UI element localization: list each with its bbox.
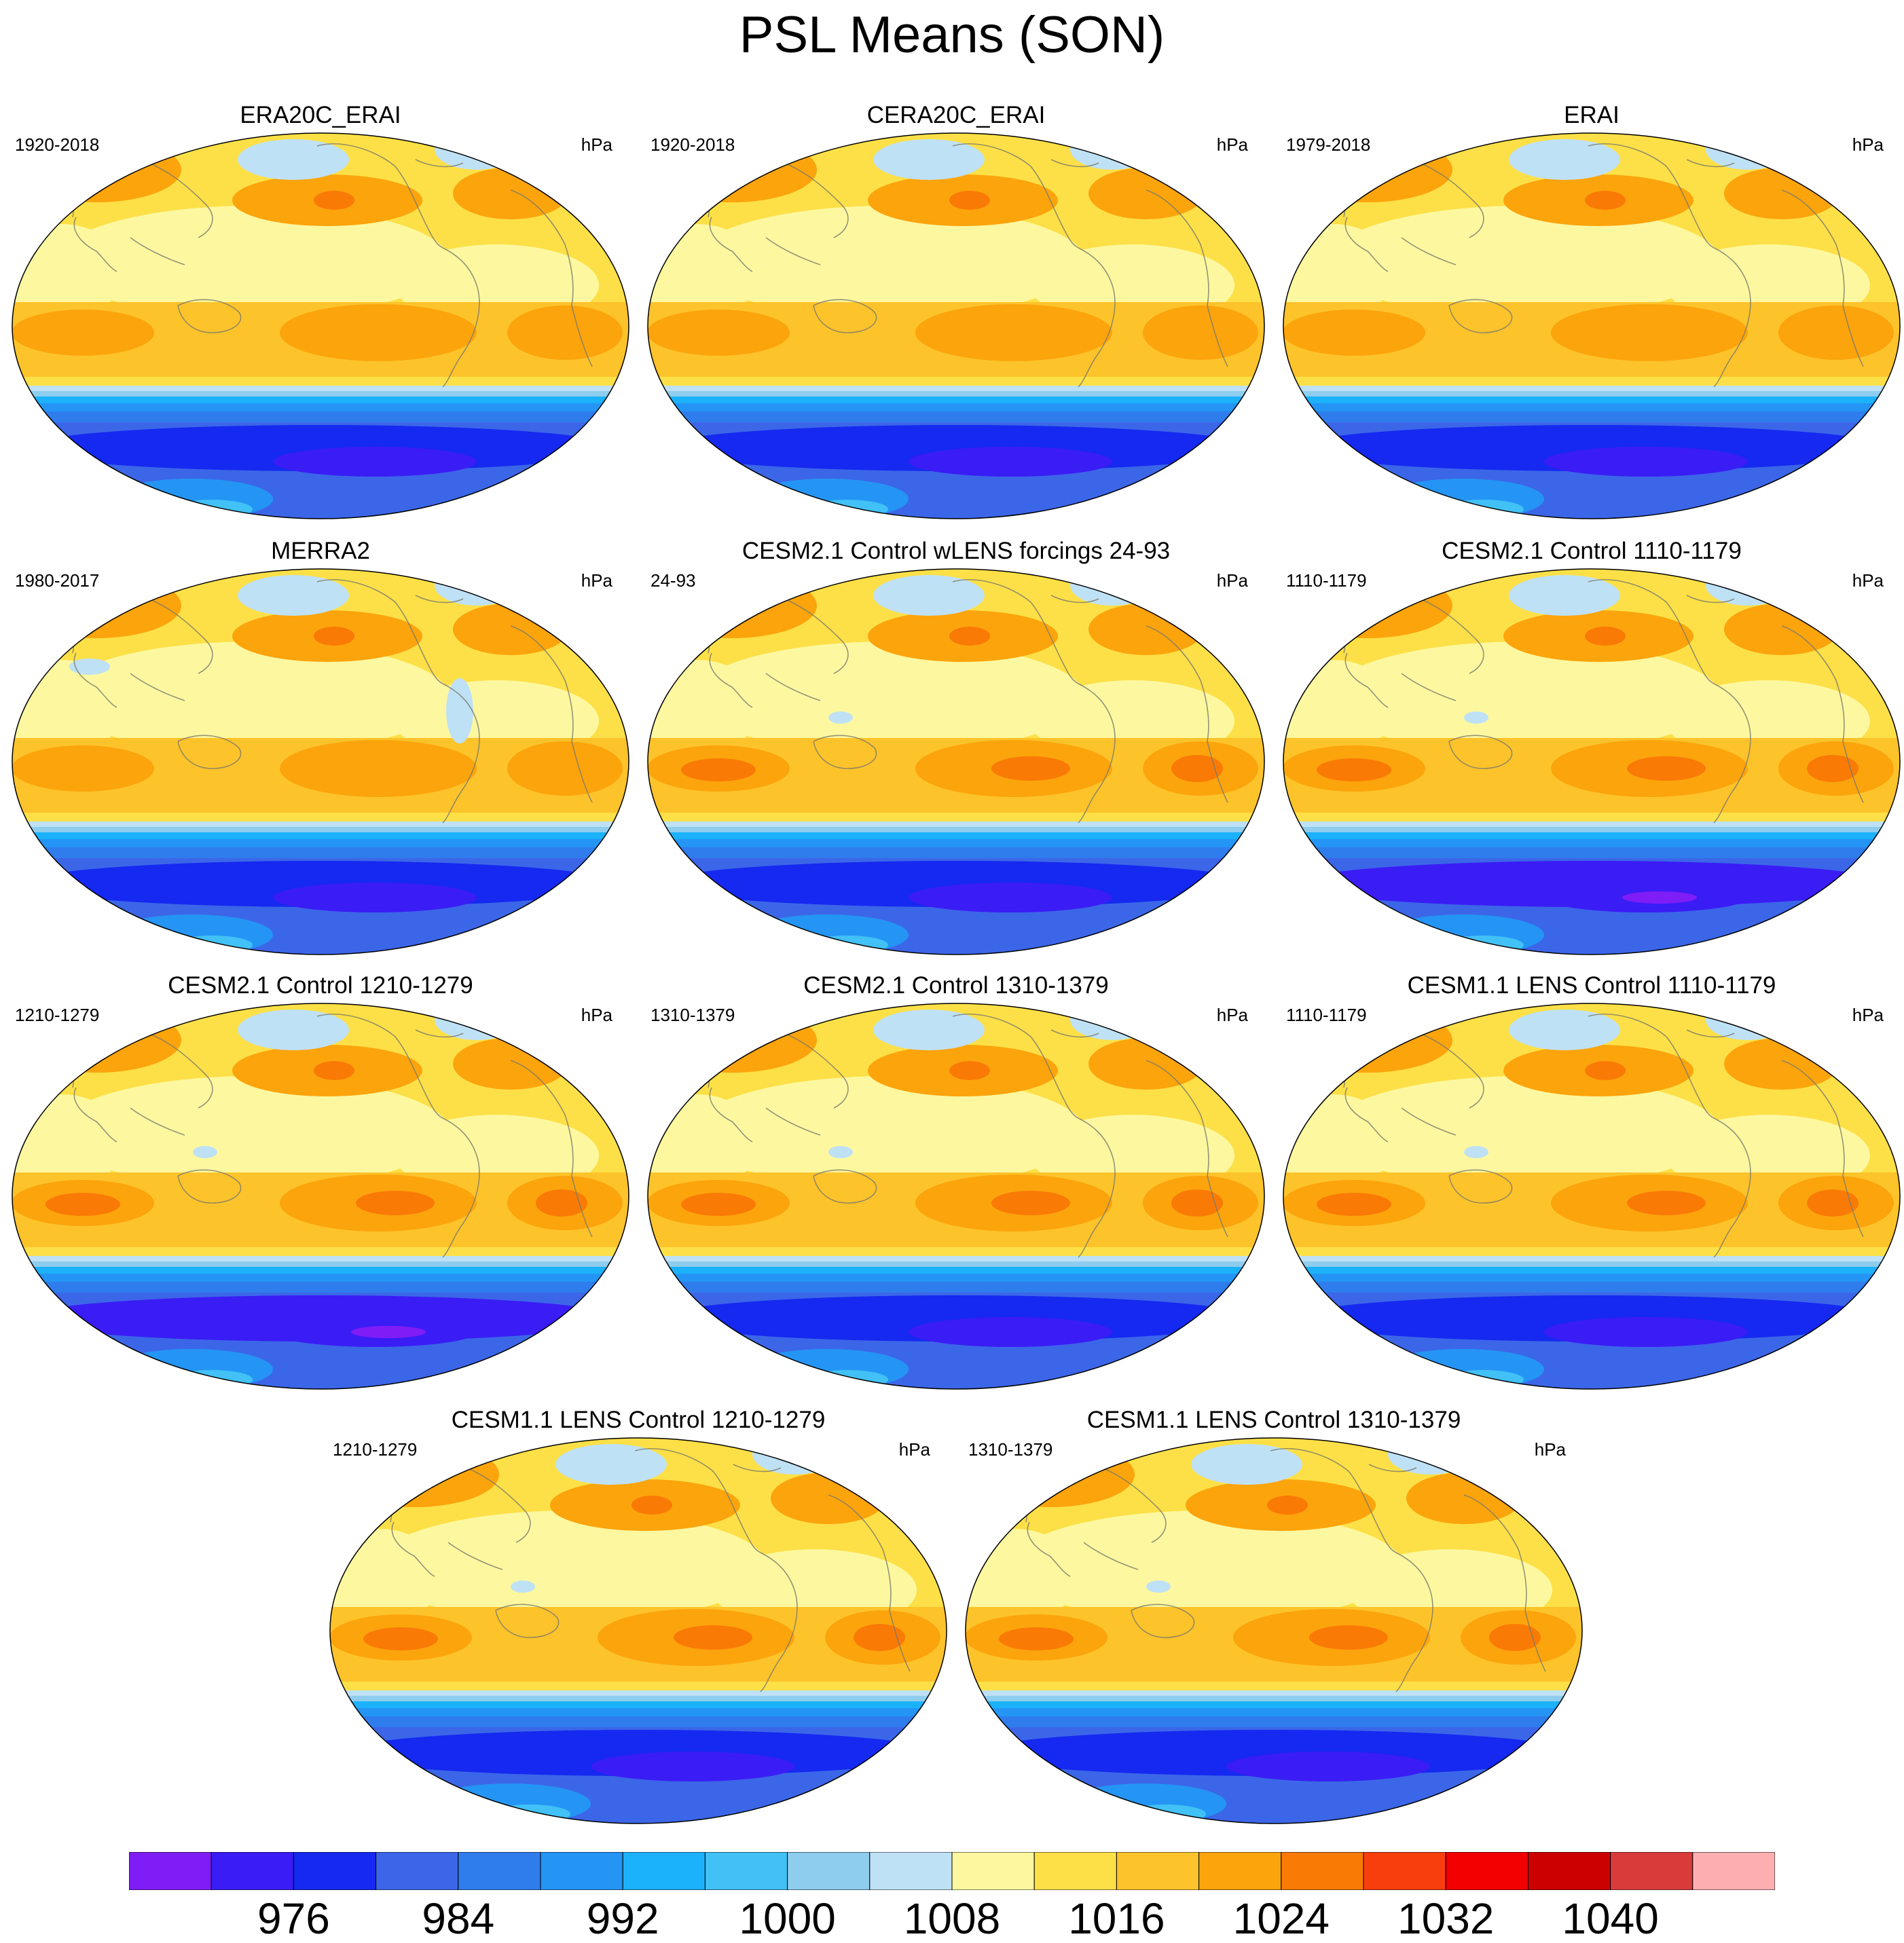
colorbar xyxy=(129,1852,1775,1890)
panel-title: CESM2.1 Control 1110-1179 xyxy=(1442,538,1742,564)
psl-map xyxy=(12,568,629,955)
psl-map xyxy=(965,1437,1583,1824)
colorbar-swatch xyxy=(1445,1852,1528,1890)
colorbar-tick-label: 1000 xyxy=(739,1894,836,1943)
panel-units: hPa xyxy=(1216,1005,1248,1025)
colorbar-swatch xyxy=(704,1852,788,1890)
panel-title: CESM1.1 LENS Control 1310-1379 xyxy=(1086,1407,1461,1433)
psl-map xyxy=(647,568,1265,955)
psl-map xyxy=(647,1003,1265,1390)
map-panel: CESM2.1 Control 1210-1279 1210-1279 hPa xyxy=(8,972,633,1393)
colorbar-swatch xyxy=(540,1852,623,1890)
panel-period: 1979-2018 xyxy=(1286,134,1371,155)
panel-units: hPa xyxy=(1534,1439,1566,1460)
psl-map xyxy=(1283,132,1901,519)
colorbar-swatch xyxy=(1281,1852,1364,1890)
panel-units: hPa xyxy=(1852,134,1884,155)
panel-title: ERAI xyxy=(1564,102,1619,128)
colorbar-tick-label: 984 xyxy=(422,1894,495,1943)
colorbar-tick-label: 1032 xyxy=(1397,1894,1495,1943)
colorbar-swatch xyxy=(951,1852,1035,1890)
panel-period: 1920-2018 xyxy=(651,134,735,155)
colorbar-tick-label: 1008 xyxy=(903,1894,1001,1943)
panel-period: 1210-1279 xyxy=(15,1005,100,1025)
panel-units: hPa xyxy=(581,134,612,155)
map-panel: ERA20C_ERAI 1920-2018 hPa xyxy=(8,102,633,523)
panel-period: 1310-1379 xyxy=(968,1439,1053,1460)
colorbar-tick-label: 1024 xyxy=(1232,1894,1330,1943)
map-panel: CESM2.1 Control 1110-1179 1110-1179 hPa xyxy=(1279,538,1904,959)
map-panel: CESM1.1 LENS Control 1110-1179 1110-1179 h… xyxy=(1279,972,1904,1393)
panel-units: hPa xyxy=(1216,570,1248,591)
panel-title: CESM2.1 Control 1310-1379 xyxy=(803,972,1109,999)
colorbar-swatch xyxy=(787,1852,871,1890)
colorbar-swatch xyxy=(129,1852,212,1890)
colorbar-swatch xyxy=(1033,1852,1117,1890)
colorbar-swatch xyxy=(293,1852,377,1890)
colorbar-swatch xyxy=(376,1852,459,1890)
map-panel: CESM1.1 LENS Control 1210-1279 1210-1279 h… xyxy=(326,1407,951,1828)
panel-units: hPa xyxy=(898,1439,930,1460)
panel-units: hPa xyxy=(1852,570,1884,591)
map-panel: CERA20C_ERAI 1920-2018 hPa xyxy=(644,102,1268,523)
colorbar-swatch xyxy=(1116,1852,1200,1890)
colorbar-swatch xyxy=(210,1852,294,1890)
map-panel: MERRA2 1980-2017 hPa xyxy=(8,538,633,959)
panel-title: CERA20C_ERAI xyxy=(866,102,1046,128)
panel-units: hPa xyxy=(581,1005,612,1025)
psl-map xyxy=(12,1003,629,1390)
colorbar-tick-label: 992 xyxy=(586,1894,659,1943)
colorbar-swatch xyxy=(1610,1852,1694,1890)
colorbar-swatch xyxy=(1527,1852,1611,1890)
colorbar-tick-label: 1016 xyxy=(1068,1894,1165,1943)
panel-period: 1110-1179 xyxy=(1286,570,1367,591)
panel-period: 1110-1179 xyxy=(1286,1005,1367,1025)
panel-title: ERA20C_ERAI xyxy=(240,102,401,128)
panel-period: 24-93 xyxy=(651,570,696,591)
panel-units: hPa xyxy=(1216,134,1248,155)
psl-map xyxy=(12,132,629,519)
panel-period: 1310-1379 xyxy=(651,1005,735,1025)
colorbar-swatch xyxy=(458,1852,541,1890)
map-panel: ERAI 1979-2018 hPa xyxy=(1279,102,1904,523)
panel-title: CESM1.1 LENS Control 1110-1179 xyxy=(1407,972,1776,999)
panel-title: CESM2.1 Control 1210-1279 xyxy=(168,972,473,999)
colorbar-swatch xyxy=(1363,1852,1446,1890)
map-panel: CESM2.1 Control 1310-1379 1310-1379 hPa xyxy=(644,972,1268,1393)
panel-title: CESM1.1 LENS Control 1210-1279 xyxy=(451,1407,826,1433)
panel-units: hPa xyxy=(1852,1005,1884,1025)
panel-units: hPa xyxy=(581,570,612,591)
map-panel: CESM2.1 Control wLENS forcings 24-93 24-9… xyxy=(644,538,1268,959)
figure-title: PSL Means (SON) xyxy=(739,6,1165,64)
colorbar-swatch xyxy=(622,1852,706,1890)
panel-title: CESM2.1 Control wLENS forcings 24-93 xyxy=(742,538,1171,564)
colorbar-swatch xyxy=(1198,1852,1282,1890)
colorbar-tick-label: 1040 xyxy=(1562,1894,1659,1943)
colorbar-tick-label: 976 xyxy=(257,1894,330,1943)
psl-map xyxy=(1283,568,1901,955)
colorbar-swatch xyxy=(1692,1852,1775,1890)
panel-period: 1210-1279 xyxy=(333,1439,418,1460)
psl-map xyxy=(647,132,1265,519)
map-panel: CESM1.1 LENS Control 1310-1379 1310-1379 h… xyxy=(962,1407,1586,1828)
panel-title: MERRA2 xyxy=(271,538,370,564)
colorbar-swatch xyxy=(869,1852,953,1890)
psl-map xyxy=(1283,1003,1901,1390)
psl-map xyxy=(329,1437,947,1824)
panel-period: 1980-2017 xyxy=(15,570,100,591)
panel-period: 1920-2018 xyxy=(15,134,100,155)
